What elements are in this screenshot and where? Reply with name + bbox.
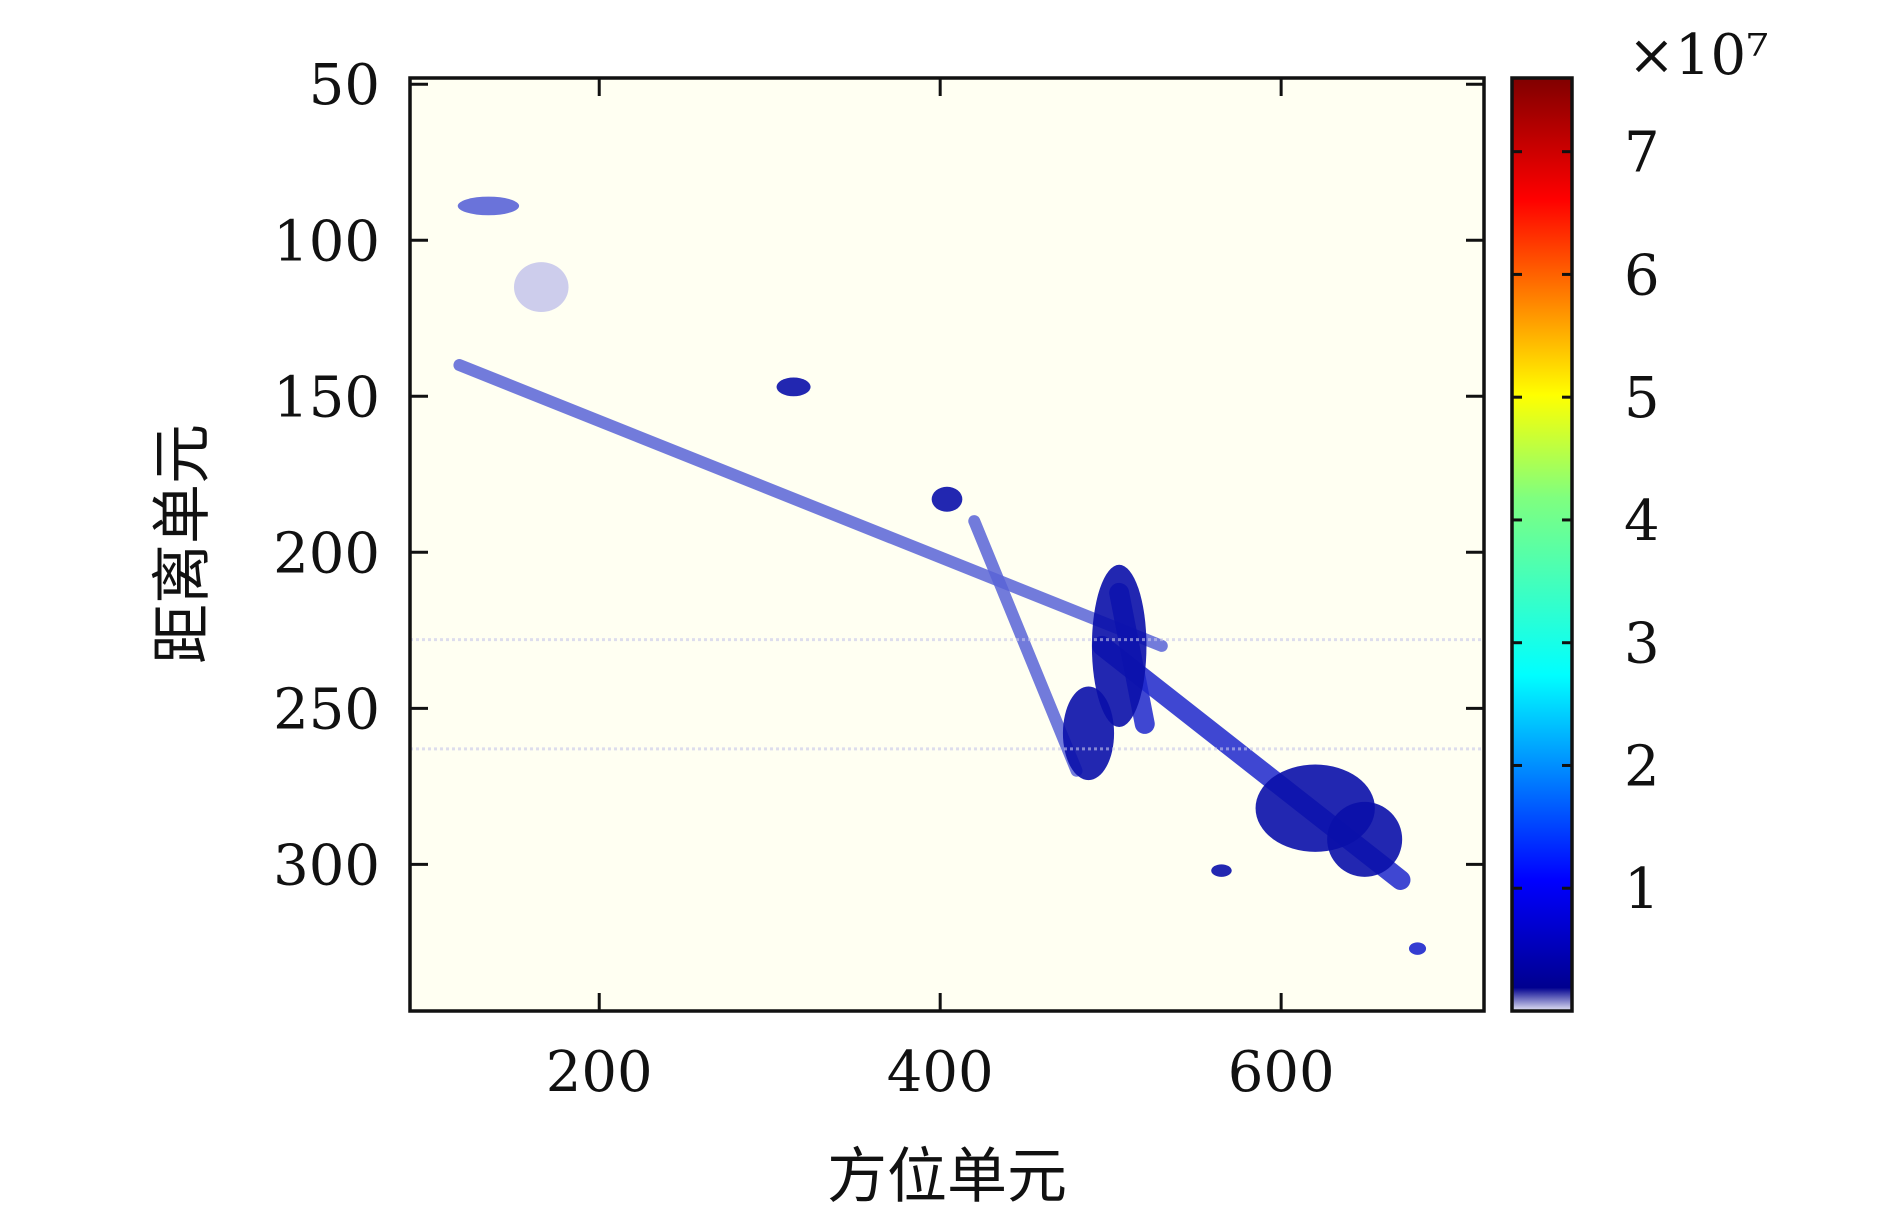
colorbar-tick-label: 2 xyxy=(1624,734,1660,799)
heatmap-blob-10 xyxy=(457,196,520,216)
colorbar-tick-label: 5 xyxy=(1624,366,1660,431)
y-axis: 50 100 150 200 250 300 xyxy=(273,53,1484,898)
heatmap-blob-12 xyxy=(1408,942,1427,955)
plot-area xyxy=(408,76,1486,1013)
heatmap-blob-9 xyxy=(776,377,811,397)
plot-background xyxy=(410,78,1484,1011)
colorbar-tick-label: 3 xyxy=(1624,612,1660,677)
heatmap-blob-5 xyxy=(1062,686,1115,781)
x-tick-label: 400 xyxy=(887,1040,994,1105)
heatmap-blob-4 xyxy=(1091,564,1147,728)
heatmap-band-2 xyxy=(968,515,1083,777)
x-tick-label: 600 xyxy=(1228,1040,1335,1105)
colorbar-tick-label: 4 xyxy=(1624,489,1660,554)
x-tick-label: 200 xyxy=(546,1040,653,1105)
y-tick-label: 250 xyxy=(273,677,380,742)
plot-frame xyxy=(408,76,1486,1013)
colorbar: 1 2 3 4 5 6 7 ×10⁷ xyxy=(1510,23,1769,1013)
heatmap-band-0 xyxy=(453,359,1168,652)
colorbar-multiplier: ×10⁷ xyxy=(1628,23,1769,88)
y-tick-label: 200 xyxy=(273,521,380,586)
y-tick-label: 300 xyxy=(273,833,380,898)
x-axis: 200 400 600 xyxy=(546,78,1335,1105)
colorbar-ticks: 1 2 3 4 5 6 7 xyxy=(1512,121,1660,922)
heatmap-blob-13 xyxy=(1211,864,1232,877)
colorbar-tick-label: 1 xyxy=(1624,857,1660,922)
y-tick-label: 150 xyxy=(273,365,380,430)
heatmap-blob-7 xyxy=(1327,801,1403,877)
heatmap-blob-8 xyxy=(931,486,963,512)
colorbar-frame xyxy=(1510,76,1574,1013)
colorbar-tick-label: 7 xyxy=(1624,121,1660,186)
heatmap-marks xyxy=(410,196,1484,955)
y-tick-label: 50 xyxy=(309,53,380,118)
colorbar-gradient xyxy=(1512,78,1572,1011)
heatmap-blob-11 xyxy=(513,262,569,313)
colorbar-tick-label: 6 xyxy=(1624,243,1660,308)
x-axis-title: 方位单元 xyxy=(827,1142,1067,1212)
y-tick-label: 100 xyxy=(273,209,380,274)
y-axis-title: 距离单元 xyxy=(148,424,218,664)
